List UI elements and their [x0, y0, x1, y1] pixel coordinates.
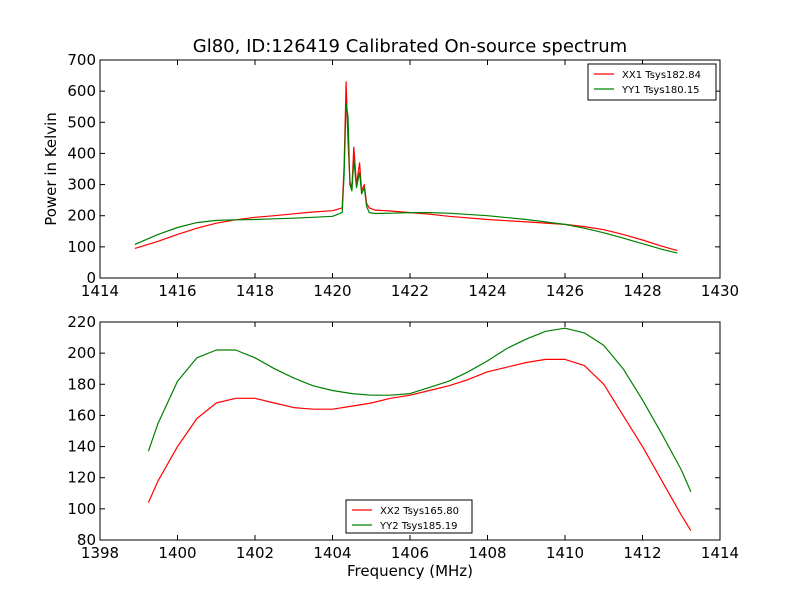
- legend: XX2 Tsys165.80 YY2 Tsys185.19: [345, 499, 473, 534]
- y-tick-label: 200: [67, 207, 96, 225]
- y-tick-label: 160: [67, 406, 96, 424]
- x-axis-label: Frequency (MHz): [347, 562, 473, 580]
- legend-label: XX1 Tsys182.84: [622, 70, 701, 81]
- x-tick-label: 1410: [546, 544, 584, 562]
- series-line-yy2: [147, 327, 692, 492]
- y-tick-label: 100: [67, 500, 96, 518]
- x-tick-label: 1422: [391, 282, 429, 300]
- x-tick-label: 1420: [313, 282, 351, 300]
- y-axis-label: Power in Kelvin: [42, 112, 60, 226]
- y-tick-label: 700: [67, 51, 96, 69]
- legend-box: [587, 63, 717, 101]
- x-tick-label: 1400: [158, 544, 196, 562]
- y-tick-label: 600: [67, 82, 96, 100]
- x-tick-label: 1412: [623, 544, 661, 562]
- x-tick-label: 1404: [313, 544, 351, 562]
- x-tick-label: 1424: [468, 282, 506, 300]
- series-line-xx2: [147, 358, 692, 532]
- legend-label: YY1 Tsys180.15: [621, 85, 700, 96]
- y-tick-label: 220: [67, 313, 96, 331]
- series-line-yy1: [134, 102, 678, 254]
- y-tick-label: 200: [67, 344, 96, 362]
- x-tick-label: 1406: [391, 544, 429, 562]
- x-tick-label: 1408: [468, 544, 506, 562]
- y-tick-label: 0: [86, 269, 96, 287]
- x-tick-label: 1418: [236, 282, 274, 300]
- y-tick-label: 500: [67, 113, 96, 131]
- x-tick-label: 1398: [81, 544, 119, 562]
- y-tick-label: 120: [67, 469, 96, 487]
- y-tick-label: 80: [77, 531, 96, 549]
- legend-box: [345, 499, 473, 534]
- y-tick-label: 140: [67, 438, 96, 456]
- chart-panel-1: 1414 1416 1418 1420 1422 1424 1426 1428 1430 0 100…: [42, 36, 739, 300]
- y-tick-label: 400: [67, 144, 96, 162]
- series-line-xx1: [134, 81, 678, 252]
- x-tick-label: 1426: [546, 282, 584, 300]
- y-tick-label: 100: [67, 238, 96, 256]
- chart-title: Gl80, ID:126419 Calibrated On-source spe…: [193, 36, 627, 57]
- chart-panel-2: 1398 1400 1402 1404 1406 1408 1410 1412 1414 80 10…: [67, 313, 739, 580]
- y-tick-label: 180: [67, 375, 96, 393]
- legend: XX1 Tsys182.84 YY1 Tsys180.15: [587, 63, 717, 101]
- x-tick-label: 1428: [623, 282, 661, 300]
- y-tick-label: 300: [67, 176, 96, 194]
- x-tick-label: 1402: [236, 544, 274, 562]
- legend-label: XX2 Tsys165.80: [380, 506, 459, 517]
- legend-label: YY2 Tsys185.19: [379, 521, 458, 532]
- x-tick-label: 1414: [81, 282, 119, 300]
- x-tick-label: 1414: [701, 544, 739, 562]
- x-tick-label: 1416: [158, 282, 196, 300]
- x-tick-label: 1430: [701, 282, 739, 300]
